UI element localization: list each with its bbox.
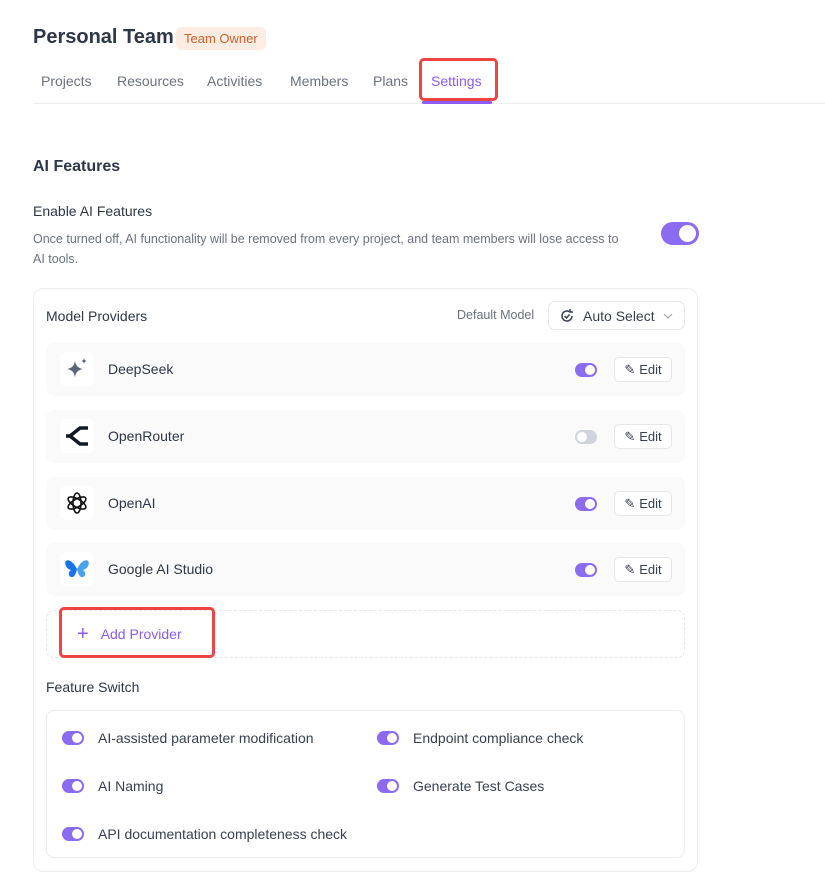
tab-activities[interactable]: Activities <box>207 73 263 89</box>
edit-label: Edit <box>639 496 662 511</box>
provider-row: OpenRouter ✎ Edit <box>46 410 685 463</box>
sparkle-icon <box>60 352 94 386</box>
edit-label: Edit <box>639 562 662 577</box>
tab-plans[interactable]: Plans <box>373 73 409 89</box>
feature-item: API documentation completeness check <box>62 826 347 842</box>
feature-label: AI Naming <box>98 778 164 794</box>
tab-settings[interactable]: Settings <box>431 73 482 89</box>
highlight-box-add-provider <box>59 607 215 658</box>
feature-label: AI-assisted parameter modification <box>98 730 314 746</box>
tab-members[interactable]: Members <box>290 73 349 89</box>
google-ai-studio-icon <box>60 552 94 586</box>
chevron-down-icon <box>663 313 673 319</box>
feature-toggle[interactable] <box>62 779 84 793</box>
provider-toggle[interactable] <box>575 363 597 377</box>
feature-label: Generate Test Cases <box>413 778 545 794</box>
add-provider-label: Add Provider <box>100 626 182 642</box>
auto-select-icon <box>561 308 573 322</box>
openai-icon <box>60 486 94 520</box>
feature-item: Generate Test Cases <box>377 778 544 794</box>
feature-label: API documentation completeness check <box>98 826 348 842</box>
provider-toggle[interactable] <box>575 497 597 511</box>
plus-icon: + <box>77 622 89 645</box>
edit-provider-button[interactable]: ✎ Edit <box>614 424 672 449</box>
enable-ai-toggle[interactable] <box>661 222 699 245</box>
provider-toggle[interactable] <box>575 563 597 577</box>
highlight-box-settings <box>419 58 498 101</box>
add-provider-button[interactable]: + Add Provider <box>46 610 685 658</box>
openrouter-icon <box>60 419 94 453</box>
enable-ai-title: Enable AI Features <box>33 203 153 219</box>
feature-toggle[interactable] <box>62 731 84 745</box>
provider-name: DeepSeek <box>108 361 174 377</box>
edit-provider-button[interactable]: ✎ Edit <box>614 357 672 382</box>
active-tab-indicator <box>422 101 492 104</box>
pencil-icon: ✎ <box>624 495 636 511</box>
pencil-icon: ✎ <box>624 561 636 577</box>
provider-row: DeepSeek ✎ Edit <box>46 343 685 396</box>
feature-switch-panel: AI-assisted parameter modification Endpo… <box>46 710 685 858</box>
edit-provider-button[interactable]: ✎ Edit <box>614 491 672 516</box>
provider-name: OpenAI <box>108 495 156 511</box>
edit-label: Edit <box>639 362 662 377</box>
provider-name: Google AI Studio <box>108 561 214 577</box>
feature-toggle[interactable] <box>62 827 84 841</box>
feature-item: AI Naming <box>62 778 163 794</box>
enable-ai-description: Once turned off, AI functionality will b… <box>33 232 619 266</box>
default-model-value: Auto Select <box>583 307 655 324</box>
tab-projects[interactable]: Projects <box>41 73 92 89</box>
edit-provider-button[interactable]: ✎ Edit <box>614 557 672 582</box>
model-providers-title: Model Providers <box>46 308 148 324</box>
page-title: Personal Team <box>33 26 174 48</box>
provider-toggle[interactable] <box>575 430 597 444</box>
default-model-select[interactable]: Auto Select <box>548 301 685 330</box>
default-model-label: Default Model <box>457 308 535 322</box>
section-title: AI Features <box>33 158 121 175</box>
pencil-icon: ✎ <box>624 361 636 377</box>
feature-item: Endpoint compliance check <box>377 730 583 746</box>
feature-switch-title: Feature Switch <box>46 679 140 695</box>
role-badge: Team Owner <box>176 27 266 50</box>
pencil-icon: ✎ <box>624 428 636 444</box>
feature-toggle[interactable] <box>377 731 399 745</box>
model-providers-card <box>33 288 698 872</box>
provider-name: OpenRouter <box>108 428 185 444</box>
provider-row: Google AI Studio ✎ Edit <box>46 543 685 596</box>
feature-item: AI-assisted parameter modification <box>62 730 314 746</box>
edit-label: Edit <box>639 429 662 444</box>
feature-label: Endpoint compliance check <box>413 730 584 746</box>
feature-toggle[interactable] <box>377 779 399 793</box>
provider-row: OpenAI ✎ Edit <box>46 477 685 530</box>
tab-resources[interactable]: Resources <box>117 73 184 89</box>
